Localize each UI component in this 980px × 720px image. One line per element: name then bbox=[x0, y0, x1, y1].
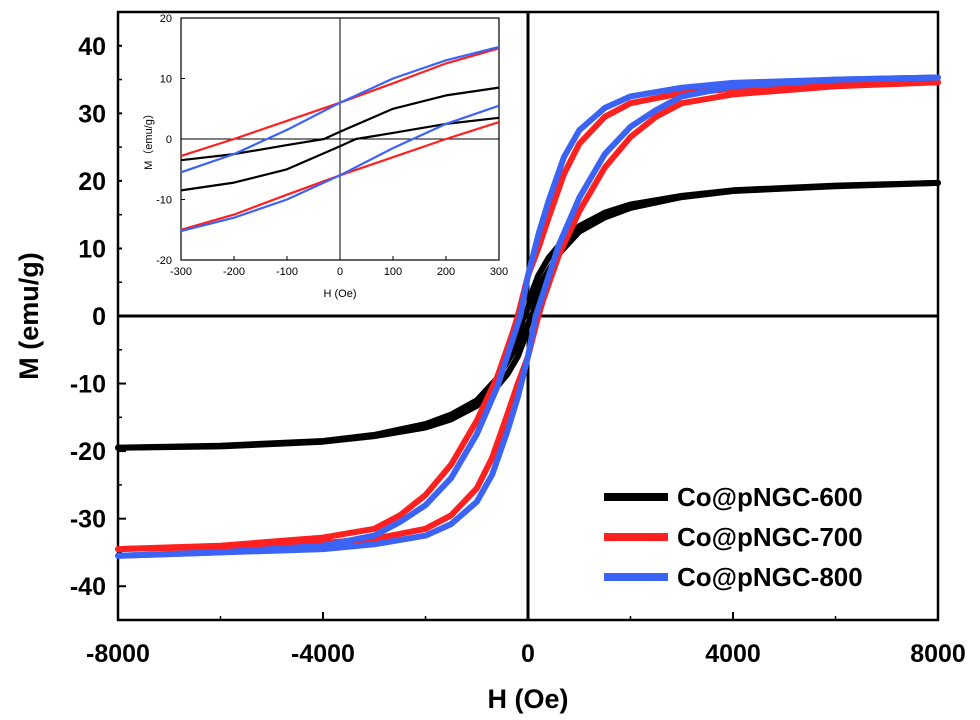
x-tick-label: 8000 bbox=[910, 640, 966, 668]
y-tick-label: -10 bbox=[70, 371, 106, 399]
series-line-2-upper bbox=[115, 74, 941, 559]
y-tick-label: 0 bbox=[92, 303, 106, 331]
inset-x-axis-title: H (Oe) bbox=[324, 288, 357, 300]
inset-y-tick-label: -10 bbox=[156, 195, 172, 207]
inset-y-tick-label: 10 bbox=[160, 74, 172, 86]
y-axis-title: M (emu/g) bbox=[14, 252, 44, 380]
x-axis-title: H (Oe) bbox=[488, 684, 569, 714]
inset-y-tick-label: 20 bbox=[160, 13, 172, 25]
x-tick-label: 4000 bbox=[705, 640, 761, 668]
y-tick-label: 20 bbox=[78, 168, 106, 196]
inset-series-line-0-upper bbox=[180, 86, 500, 162]
inset-x-tick-label: -200 bbox=[223, 266, 245, 278]
inset-series-line-2-upper bbox=[180, 45, 500, 174]
legend-label-0: Co@pNGC-600 bbox=[677, 482, 863, 512]
legend-label-1: Co@pNGC-700 bbox=[677, 522, 863, 552]
y-tick-label: -20 bbox=[70, 438, 106, 466]
inset-y-tick-label: -20 bbox=[156, 255, 172, 267]
legend: Co@pNGC-600 Co@pNGC-700 Co@pNGC-800 bbox=[604, 482, 863, 592]
x-tick-label: -4000 bbox=[291, 640, 355, 668]
inset-x-tick-label: 300 bbox=[490, 266, 508, 278]
inset-x-tick-label: -300 bbox=[170, 266, 192, 278]
inset-x-tick-label: 0 bbox=[337, 266, 343, 278]
y-tick-label: 10 bbox=[78, 235, 106, 263]
inset-background bbox=[122, 14, 504, 314]
y-tick-label: -30 bbox=[70, 506, 106, 534]
inset-y-tick-label: 0 bbox=[166, 134, 172, 146]
y-tick-label: 40 bbox=[78, 33, 106, 61]
y-tick-label: -40 bbox=[70, 573, 106, 601]
series-line-2-lower bbox=[115, 74, 941, 559]
inset-series-line-0-lower bbox=[180, 116, 500, 192]
inset-x-tick-label: 100 bbox=[384, 266, 402, 278]
inset-series-line-2-lower bbox=[180, 104, 500, 233]
x-tick-label: -8000 bbox=[86, 640, 150, 668]
legend-label-2: Co@pNGC-800 bbox=[677, 562, 863, 592]
inset-x-tick-label: -100 bbox=[276, 266, 298, 278]
inset-x-tick-label: 200 bbox=[437, 266, 455, 278]
series-line-0-lower bbox=[115, 179, 941, 451]
y-tick-label: 30 bbox=[78, 100, 106, 128]
main-plot: -8000 -4000 0 4000 8000-40-30-20-10010203040… bbox=[14, 10, 966, 714]
inset-y-axis-title: M（emu/g） bbox=[142, 108, 155, 170]
x-tick-label: 0 bbox=[521, 640, 535, 668]
